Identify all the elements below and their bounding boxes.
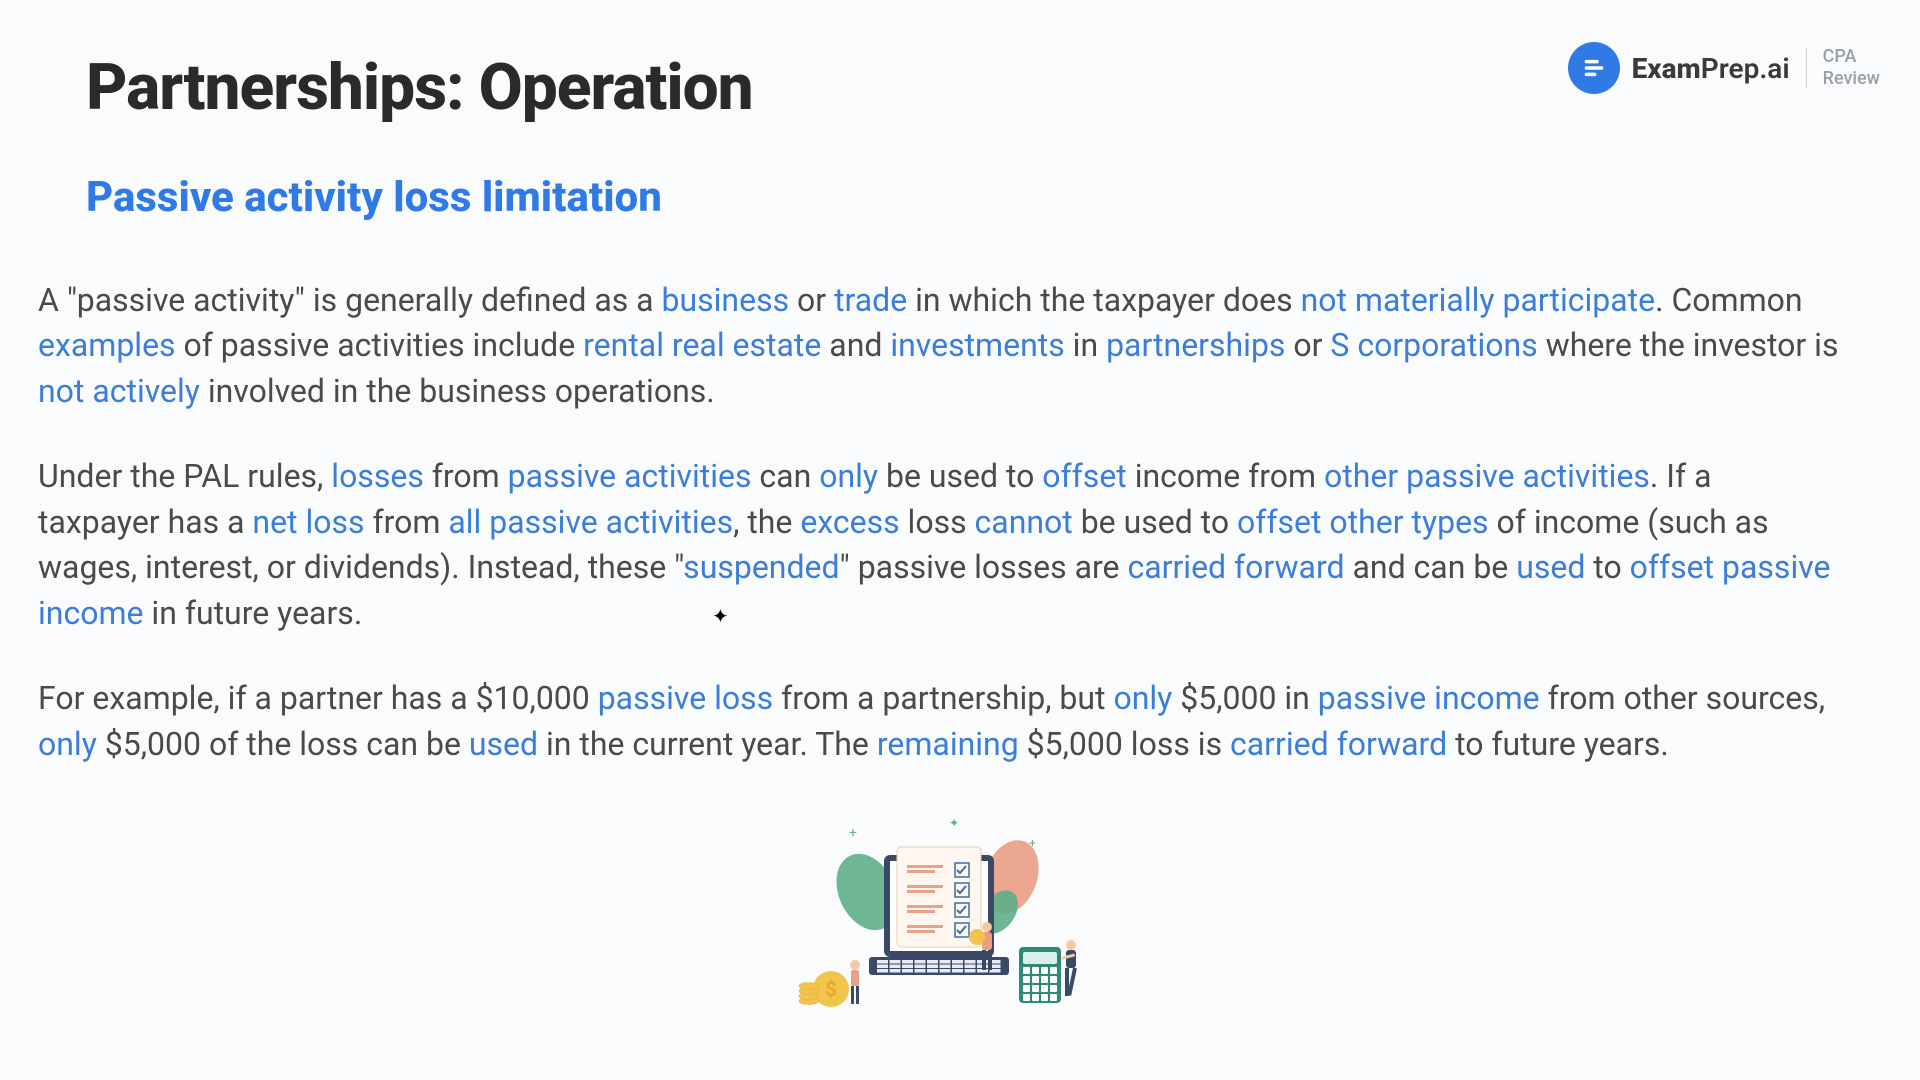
- body-text: $5,000 in: [1172, 679, 1317, 717]
- brand-name-bold: Exam: [1632, 52, 1701, 85]
- brand-divider: [1806, 48, 1807, 88]
- svg-text:+: +: [1029, 836, 1036, 850]
- brand-sub-line1: CPA: [1823, 46, 1880, 68]
- body-text: in future years.: [143, 594, 362, 632]
- section-subtitle: Passive activity loss limitation: [86, 173, 1880, 222]
- highlighted-text: used: [1516, 548, 1585, 586]
- brand-sub-line2: Review: [1823, 68, 1880, 90]
- body-text: loss: [900, 503, 975, 541]
- body-text: in: [1065, 326, 1106, 364]
- highlighted-text: not actively: [38, 372, 200, 410]
- highlighted-text: losses: [331, 457, 424, 495]
- body-text: For example, if a partner has a $10,000: [38, 679, 598, 717]
- highlighted-text: offset other types: [1237, 503, 1489, 541]
- highlighted-text: offset: [1042, 457, 1126, 495]
- svg-text:$: $: [825, 977, 836, 1001]
- highlighted-text: only: [38, 725, 97, 763]
- body-content: A "passive activity" is generally define…: [38, 278, 1880, 1017]
- highlighted-text: only: [1113, 679, 1172, 717]
- highlighted-text: not materially participate: [1301, 281, 1656, 319]
- highlighted-text: examples: [38, 326, 176, 364]
- highlighted-text: all passive activities: [448, 503, 733, 541]
- brand-logo-icon: [1568, 42, 1620, 94]
- page-content: Partnerships: Operation Passive activity…: [0, 0, 1920, 1017]
- body-text: be used to: [878, 457, 1042, 495]
- paragraph-3: For example, if a partner has a $10,000 …: [38, 676, 1840, 767]
- body-text: income from: [1127, 457, 1324, 495]
- body-text: $5,000 of the loss can be: [97, 725, 469, 763]
- illustration-svg: + ✦ + $: [789, 807, 1089, 1017]
- svg-text:✦: ✦: [949, 816, 959, 830]
- body-text: in which the taxpayer does: [907, 281, 1300, 319]
- body-text: of passive activities include: [176, 326, 584, 364]
- body-text: to future years.: [1447, 725, 1669, 763]
- brand-header: ExamPrep.ai CPA Review: [1568, 42, 1880, 94]
- body-text: and can be: [1345, 548, 1517, 586]
- body-text: , the: [733, 503, 800, 541]
- body-text: Under the PAL rules,: [38, 457, 331, 495]
- highlighted-text: trade: [834, 281, 907, 319]
- highlighted-text: other passive activities: [1324, 457, 1650, 495]
- body-text: can: [751, 457, 819, 495]
- brand-subtitle: CPA Review: [1823, 46, 1880, 89]
- highlighted-text: cannot: [975, 503, 1073, 541]
- body-text: from: [424, 457, 508, 495]
- body-text: or: [1285, 326, 1330, 364]
- body-text: involved in the business operations.: [200, 372, 715, 410]
- body-text: and: [821, 326, 890, 364]
- highlighted-text: passive activities: [508, 457, 752, 495]
- body-text: . Common: [1655, 281, 1803, 319]
- body-text: where the investor is: [1538, 326, 1839, 364]
- brand-name-rest: Prep.ai: [1701, 52, 1790, 85]
- body-text: $5,000 loss is: [1019, 725, 1230, 763]
- highlighted-text: carried forward: [1230, 725, 1447, 763]
- highlighted-text: rental real estate: [583, 326, 821, 364]
- paragraph-2: Under the PAL rules, losses from passive…: [38, 454, 1840, 636]
- body-text: A "passive activity" is generally define…: [38, 281, 662, 319]
- highlighted-text: remaining: [877, 725, 1019, 763]
- highlighted-text: passive loss: [598, 679, 773, 717]
- highlighted-text: used: [469, 725, 538, 763]
- body-text: from: [365, 503, 449, 541]
- body-text: to: [1585, 548, 1629, 586]
- highlighted-text: only: [819, 457, 878, 495]
- highlighted-text: passive income: [1318, 679, 1540, 717]
- paragraph-1: A "passive activity" is generally define…: [38, 278, 1840, 414]
- body-text: from a partnership, but: [773, 679, 1113, 717]
- body-text: from other sources,: [1540, 679, 1825, 717]
- body-text: " passive losses are: [840, 548, 1128, 586]
- decorative-illustration: + ✦ + $: [38, 807, 1840, 1017]
- brand-name: ExamPrep.ai: [1632, 52, 1790, 85]
- highlighted-text: suspended: [683, 548, 839, 586]
- body-text: be used to: [1073, 503, 1237, 541]
- highlighted-text: net loss: [252, 503, 364, 541]
- highlighted-text: carried forward: [1127, 548, 1344, 586]
- svg-text:+: +: [849, 825, 857, 841]
- body-text: in the current year. The: [538, 725, 877, 763]
- highlighted-text: partnerships: [1106, 326, 1285, 364]
- logo-glyph-icon: [1580, 54, 1608, 82]
- body-text: or: [789, 281, 834, 319]
- highlighted-text: S corporations: [1330, 326, 1537, 364]
- highlighted-text: excess: [800, 503, 899, 541]
- highlighted-text: investments: [890, 326, 1064, 364]
- highlighted-text: business: [662, 281, 790, 319]
